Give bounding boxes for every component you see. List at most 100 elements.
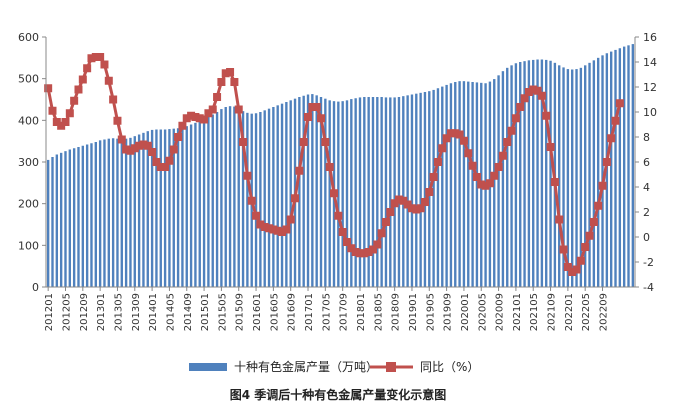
bar-mark: [133, 136, 136, 287]
yoy-point-marker: [91, 53, 100, 61]
right-tick-label: 6: [643, 156, 650, 169]
right-tick-label: -4: [643, 281, 654, 294]
yoy-point-marker: [576, 256, 585, 265]
x-tick-label: 201501: [200, 293, 211, 331]
yoy-point-marker: [407, 204, 416, 213]
bar-mark: [289, 100, 292, 287]
bar-mark: [588, 62, 591, 288]
yoy-point-marker: [191, 113, 200, 121]
yoy-point-marker: [468, 161, 477, 170]
yoy-point-marker: [420, 198, 429, 206]
bar-mark: [90, 143, 93, 287]
bar-mark: [259, 112, 262, 287]
bar-mark: [116, 138, 119, 287]
right-tick-label: 16: [643, 31, 657, 44]
bar-mark: [493, 79, 496, 287]
bar-mark: [341, 101, 344, 288]
legend-label-line: 同比（%）: [420, 360, 479, 374]
yoy-point-marker: [109, 95, 118, 104]
bar-mark: [237, 108, 240, 288]
bar-mark: [267, 108, 271, 288]
bar-mark: [536, 59, 539, 287]
bar-mark: [155, 129, 158, 287]
left-tick-label: 200: [18, 198, 39, 211]
yoy-point-marker: [265, 224, 274, 233]
yoy-point-marker: [200, 115, 209, 124]
bar-mark: [272, 107, 275, 287]
yoy-point-marker: [152, 158, 161, 166]
bar-mark: [397, 97, 401, 287]
bar-mark: [107, 138, 110, 287]
yoy-point-marker: [126, 146, 135, 155]
bar-mark: [163, 129, 167, 287]
bar-mark: [449, 83, 453, 287]
yoy-point-marker: [390, 199, 399, 208]
bar-mark: [77, 147, 80, 287]
yoy-point-marker: [330, 189, 339, 198]
x-tick-label: 201809: [391, 293, 402, 331]
yoy-point-marker: [321, 138, 330, 146]
bar-mark: [103, 139, 106, 287]
yoy-point-marker: [555, 215, 564, 224]
x-tick-label: 201309: [131, 293, 142, 331]
bar-mark: [120, 139, 123, 287]
bar-mark: [246, 112, 249, 287]
yoy-point-marker: [516, 103, 525, 111]
legend-swatch-bar: [189, 363, 227, 371]
bar-mark: [172, 128, 175, 287]
x-tick-label: 201505: [217, 293, 228, 331]
bar-mark: [540, 59, 544, 287]
right-tick-label: 12: [643, 81, 657, 94]
bar-mark: [198, 121, 201, 288]
bar-mark: [571, 69, 574, 287]
bar-mark: [142, 132, 145, 287]
bar-mark: [527, 60, 531, 288]
bar-mark: [345, 100, 349, 287]
yoy-point-marker: [226, 68, 235, 76]
bar-mark: [558, 65, 561, 287]
bar-mark: [592, 60, 596, 288]
bar-mark: [415, 93, 418, 288]
yoy-point-marker: [143, 141, 152, 150]
x-tick-label: 201405: [165, 293, 176, 331]
x-tick-label: 201305: [113, 293, 124, 331]
yoy-point-marker: [598, 181, 607, 190]
yoy-point-marker: [602, 158, 611, 166]
x-tick-label: 202201: [564, 293, 575, 331]
yoy-point-marker: [139, 140, 148, 149]
axes-group: 0 100 200 300 400 500 600 -4 -2 0 2 4 6 8 10 12 14 16 2012…: [18, 31, 657, 331]
yoy-point-marker: [187, 111, 196, 120]
yoy-point-marker: [455, 130, 464, 139]
yoy-point-marker: [550, 178, 559, 186]
yoy-point-marker: [416, 204, 425, 213]
yoy-point-marker: [213, 93, 222, 101]
yoy-point-marker: [221, 69, 230, 78]
yoy-point-marker: [377, 229, 386, 238]
yoy-point-marker: [195, 114, 204, 123]
right-tick-label: 0: [643, 231, 650, 244]
bar-mark: [514, 63, 518, 287]
bar-mark: [402, 96, 405, 288]
x-tick-label: 201701: [304, 293, 315, 331]
yoy-point-marker: [304, 113, 313, 121]
bar-mark: [224, 107, 227, 287]
yoy-point-marker: [355, 249, 364, 258]
legend-label-bar: 十种有色金属产量（万吨）: [234, 359, 378, 374]
yoy-point-marker: [308, 103, 317, 111]
bar-mark: [111, 138, 115, 287]
bar-mark: [185, 126, 188, 288]
bar-mark: [350, 99, 353, 287]
bar-mark: [584, 65, 587, 287]
bar-mark: [467, 81, 470, 287]
bar-mark: [601, 55, 604, 288]
figure-caption: 图4 季调后十种有色金属产量变化示意图: [230, 387, 447, 402]
bar-mark: [384, 97, 388, 288]
bar-mark: [471, 82, 474, 287]
yoy-point-marker: [503, 138, 512, 146]
bar-mark: [129, 137, 132, 287]
bar-mark: [72, 148, 76, 287]
yoy-point-marker: [252, 211, 261, 220]
yoy-point-marker: [230, 78, 239, 86]
yoy-point-marker: [234, 105, 243, 114]
